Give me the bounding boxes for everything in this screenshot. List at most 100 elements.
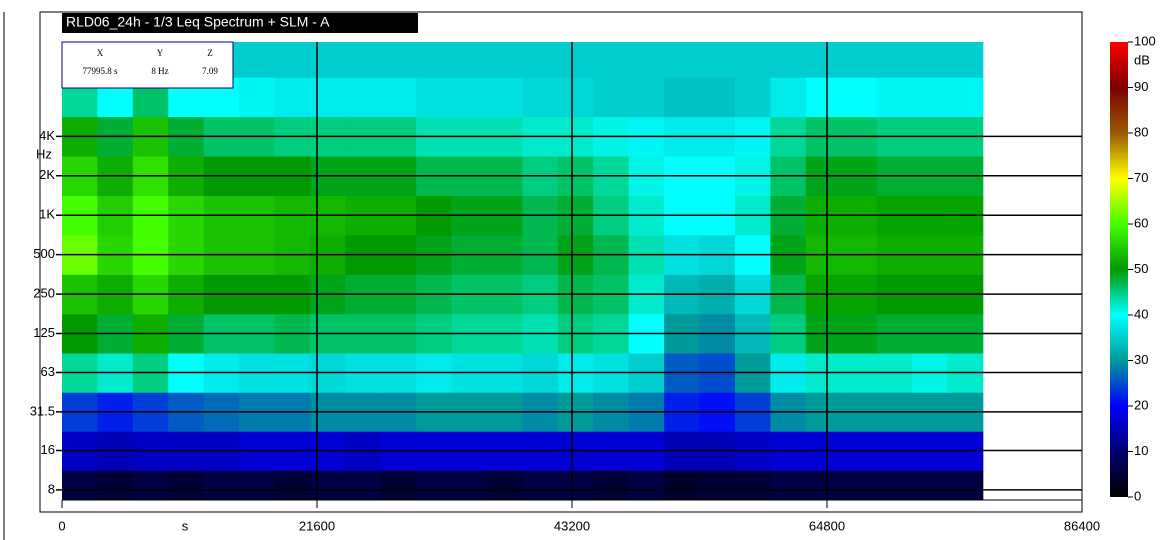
colorbar-tick-label: 80 [1134,124,1148,139]
heatmap-cell [557,77,594,118]
heatmap-cell [593,42,630,78]
heatmap-cell [805,42,842,78]
heatmap-cell [380,77,417,118]
heatmap-cell [876,42,913,78]
heatmap-cell [593,470,630,501]
cursor-value: 8 Hz [151,66,168,76]
colorbar-tick-label: 0 [1134,488,1141,503]
heatmap-cell [522,470,559,501]
heatmap-cell [309,42,346,78]
y-tick-label: 4K [39,128,55,143]
colorbar: 0 10 20 30 40 50 60 70 80 90 100 [1110,33,1156,503]
heatmap-cell [522,77,559,118]
y-tick-label: 2K [39,167,55,182]
y-tick-label: 125 [33,325,55,340]
chart-title: RLD06_24h - 1/3 Leq Spectrum + SLM - A [66,14,330,30]
y-tick-label: 16 [41,442,55,457]
heatmap-cell [593,77,630,118]
cursor-label: Y [157,48,164,58]
heatmap-cell [770,77,807,118]
heatmap-cell [770,42,807,78]
heatmap-cell [345,470,382,501]
heatmap-cell [97,470,134,501]
y-tick-label: 1K [39,207,55,222]
colorbar-tick-label: 30 [1134,352,1148,367]
heatmap-cell [876,470,913,501]
heatmap-cell [912,77,948,118]
y-tick-label: 31.5 [30,403,55,418]
grid: 8 16 31.5 63 125 250 500 1K 2K 4K 0 21600 43200 64800… [30,42,1100,533]
title-box [62,13,418,33]
colorbar-tick-label: 10 [1134,443,1148,458]
heatmap-cell [274,470,311,501]
heatmap-cell [734,42,771,78]
heatmap-cell [451,470,488,501]
y-tick-label: 63 [41,364,55,379]
x-tick-label: 86400 [1064,518,1100,533]
cursor-value: 77995.8 s [82,66,118,76]
heatmap-cell [841,42,878,78]
cursor-label: X [97,48,104,58]
heatmap-cell [912,470,948,501]
y-axis-label: Hz [36,146,52,161]
heatmap-cell [947,42,984,78]
heatmap-cell [734,77,771,118]
x-tick-label: 0 [58,518,65,533]
colorbar-tick-label: 70 [1134,170,1148,185]
heatmap-cell [239,77,275,118]
y-tick-label: 250 [33,286,55,301]
heatmap-cell [876,77,913,118]
heatmap-cell [664,77,700,118]
heatmap-cell [380,42,417,78]
heatmap-cell [487,42,523,78]
cursor-value: 7.09 [202,66,218,76]
heatmap-cell [699,42,736,78]
heatmap-cell [62,470,98,501]
cursor-label: Z [207,48,213,58]
heatmap-cell [734,470,771,501]
heatmap-cell [841,470,878,501]
heatmap-cell [239,470,275,501]
colorbar-tick-label: 60 [1134,215,1148,230]
heatmap-cell [203,470,240,501]
x-tick-label: 64800 [809,518,845,533]
colorbar-tick-label: 50 [1134,261,1148,276]
heatmap-cell [770,470,807,501]
heatmap-cell [557,470,594,501]
heatmap-cell [345,42,382,78]
colorbar-scale [1110,42,1128,497]
colorbar-tick-label: 20 [1134,397,1148,412]
heatmap-cell [664,42,700,78]
heatmap-cell [628,470,665,501]
colorbar-tick-label: 40 [1134,306,1148,321]
heatmap-cell [380,470,417,501]
heatmap-cell [416,42,453,78]
colorbar-tick-label: 100 [1134,33,1156,48]
heatmap-cell [451,77,488,118]
colorbar-label: dB [1134,52,1150,67]
heatmap-cell [664,470,700,501]
x-axis-label: s [182,518,189,533]
x-tick-label: 21600 [299,518,335,533]
heatmap-cell [416,470,453,501]
heatmap-cell [345,77,382,118]
heatmap-cell [628,77,665,118]
heatmap-cell [487,470,523,501]
heatmap-cell [451,42,488,78]
cursor-box [61,41,234,89]
y-tick-label: 500 [33,246,55,261]
heatmap-cell [628,42,665,78]
heatmap-cell [841,77,878,118]
heatmap-cell [947,77,984,118]
heatmap-cell [168,470,205,501]
heatmap-cell [309,77,346,118]
heatmap-cell [487,77,523,118]
x-tick-label: 43200 [554,518,590,533]
heatmap [62,42,984,501]
heatmap-cell [239,42,275,78]
heatmap-cell [416,77,453,118]
heatmap-cell [274,42,311,78]
heatmap-cell [947,470,984,501]
